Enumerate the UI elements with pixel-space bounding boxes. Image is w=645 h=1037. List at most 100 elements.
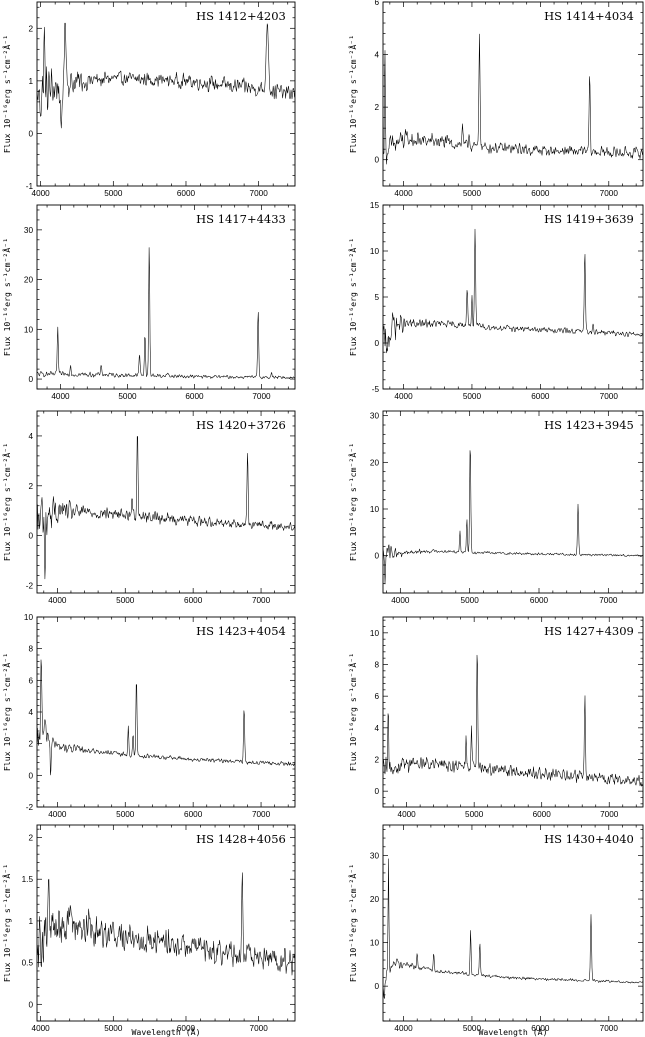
x-tick-label: 6000 [533,810,552,819]
plot-frame [36,616,296,808]
x-tick-label: 7000 [600,392,619,401]
panel-title: HS 1423+3945 [544,418,634,432]
y-tick-label: 2 [28,482,33,491]
y-tick-label: 8 [28,645,33,654]
plot-frame [382,1,644,187]
x-tick-label: 4000 [394,392,413,401]
y-tick-label: 0 [374,156,379,165]
panel-title: HS 1417+4433 [196,212,286,226]
x-tick-label: 7000 [250,1024,269,1033]
x-tick-label: 6000 [177,1024,196,1033]
spectrum-panel-10: 4000 5000 6000 7000 0 10 20 30 HS 1430+4040 Flux … [347,824,644,1037]
y-tick-label: 0 [28,532,33,541]
y-tick-label: 20 [370,895,380,904]
x-tick-label: 7000 [600,189,619,198]
y-axis-label: Flux 10⁻¹⁶erg s⁻¹cm⁻²Å⁻¹ [347,443,358,561]
spectrum-line [37,247,295,380]
x-tick-label: 6000 [185,392,204,401]
x-tick-label: 7000 [252,810,271,819]
y-tick-label: 6 [374,0,379,7]
x-tick-label: 7000 [250,189,269,198]
y-tick-label: 4 [28,432,33,441]
x-tick-label: 6000 [184,810,203,819]
y-tick-label: 0 [374,552,379,561]
x-tick-label: 6000 [531,392,550,401]
y-tick-label: 0 [374,982,379,991]
x-tick-label: 4000 [51,392,70,401]
y-tick-label: 30 [24,226,34,235]
y-tick-label: 0 [28,771,33,780]
plot-frame [36,410,296,594]
x-tick-label: 6000 [531,189,550,198]
spectrum-line [383,33,643,165]
spectrum-line [37,436,295,580]
y-axis-label: Flux 10⁻¹⁶erg s⁻¹cm⁻²Å⁻¹ [347,653,358,771]
spectrum-panel-3: 4000 5000 6000 7000 0 10 20 30 HS 1417+4433 Flux … [1,204,296,401]
x-tick-label: 7000 [599,596,618,605]
plot-frame [36,204,296,390]
x-tick-label: 5000 [104,189,123,198]
y-tick-label: 30 [370,412,380,421]
y-tick-label: 1 [28,917,33,926]
y-tick-label: 2 [374,756,379,765]
panel-title: HS 1423+4054 [196,624,286,638]
x-tick-label: 4000 [394,1024,413,1033]
x-tick-label: 7000 [252,392,271,401]
spectrum-line [37,22,295,129]
x-tick-label: 4000 [398,810,417,819]
y-tick-label: 0 [28,129,33,138]
y-tick-label: 10 [370,629,380,638]
x-tick-label: 5000 [104,1024,123,1033]
y-axis-label: Flux 10⁻¹⁶erg s⁻¹cm⁻²Å⁻¹ [1,653,12,771]
y-tick-label: 6 [374,692,379,701]
y-tick-label: -2 [26,803,34,812]
spectrum-line [37,872,295,976]
y-axis-label: Flux 10⁻¹⁶erg s⁻¹cm⁻²Å⁻¹ [1,35,12,153]
y-tick-label: 6 [28,676,33,685]
spectrum-panel-6: 4000 5000 6000 7000 0 10 20 30 HS 1423+3945 Flux … [347,410,644,605]
x-tick-label: 5000 [463,1024,482,1033]
x-tick-label: 5000 [116,596,135,605]
y-tick-label: 4 [374,51,379,60]
x-tick-label: 4000 [32,189,51,198]
plot-frame [382,410,644,594]
spectrum-panel-9: 4000 5000 6000 7000 0 0.5 1 1.5 2 HS 1428+4056 Flu… [1,824,296,1037]
panel-title: HS 1428+4056 [196,832,286,846]
y-tick-label: 10 [370,505,380,514]
y-tick-label: 10 [24,613,34,622]
panel-title: HS 1420+3726 [196,418,286,432]
x-tick-label: 7000 [600,810,619,819]
spectrum-line [37,659,295,776]
y-tick-label: 5 [374,293,379,302]
x-tick-label: 5000 [463,189,482,198]
spectrum-panel-8: 4000 5000 6000 7000 0 2 4 6 8 10 HS 1427+4309 Flux … [347,616,644,819]
y-axis-label: Flux 10⁻¹⁶erg s⁻¹cm⁻²Å⁻¹ [1,443,12,561]
y-tick-label: 20 [370,458,380,467]
x-tick-label: 5000 [463,392,482,401]
y-tick-label: 1.5 [22,875,34,884]
x-tick-label: 6000 [530,596,549,605]
spectrum-panel-5: 4000 5000 6000 7000 -2 0 2 4 HS 1420+3726 Flux 10… [1,410,296,605]
spectrum-panel-7: 4000 5000 6000 7000 -2 0 2 4 6 8 10 HS 1423+4054 Flu… [1,613,296,819]
y-tick-label: 0 [374,787,379,796]
spectrum-line [383,858,643,999]
y-tick-label: 0 [28,375,33,384]
spectrum-panel-2: 4000 5000 6000 7000 0 2 4 6 HS 1414+4034 Flux 10⁻… [347,0,644,198]
y-tick-label: 4 [28,708,33,717]
x-axis-label: Wavelength (Å) [131,1026,200,1037]
x-tick-label: 6000 [184,596,203,605]
x-tick-label: 5000 [465,810,484,819]
y-tick-label: 2 [28,834,33,843]
y-axis-label: Flux 10⁻¹⁶erg s⁻¹cm⁻²Å⁻¹ [347,35,358,153]
panel-title: HS 1419+3639 [544,212,634,226]
panel-title: HS 1414+4034 [544,9,634,23]
plot-frame [36,824,296,1022]
y-tick-label: 8 [374,661,379,670]
x-tick-label: 4000 [394,189,413,198]
y-tick-label: 0 [374,339,379,348]
x-tick-label: 7000 [600,1024,619,1033]
y-tick-label: 4 [374,724,379,733]
y-tick-label: 20 [24,276,34,285]
y-tick-label: -2 [26,582,34,591]
